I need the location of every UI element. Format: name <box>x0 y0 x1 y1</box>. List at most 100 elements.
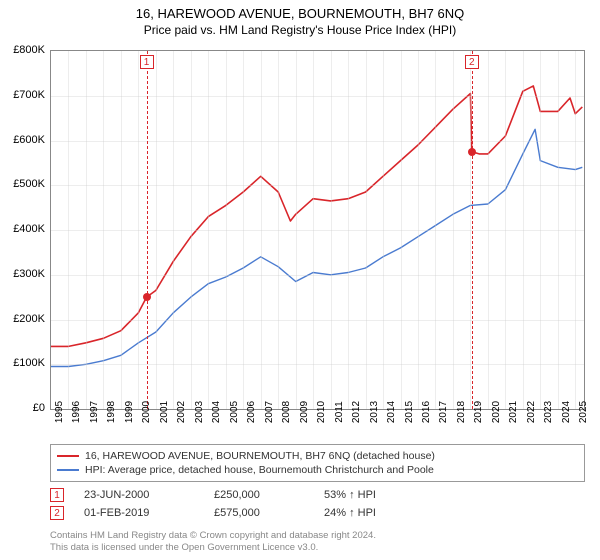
xtick-label: 2011 <box>334 401 345 423</box>
gridline-v <box>138 51 139 409</box>
gridline-v <box>575 51 576 409</box>
gridline-v <box>261 51 262 409</box>
gridline-v <box>418 51 419 409</box>
sales-pct: 53% ↑ HPI <box>324 489 444 501</box>
gridline-v <box>453 51 454 409</box>
gridline-v <box>86 51 87 409</box>
xtick-label: 2014 <box>386 401 397 423</box>
gridline-h <box>51 141 584 142</box>
gridline-v <box>331 51 332 409</box>
chart-area: 12 £0£100K£200K£300K£400K£500K£600K£700K… <box>50 50 585 410</box>
series-line <box>51 129 582 366</box>
xtick-label: 2000 <box>141 401 152 423</box>
xtick-label: 2020 <box>491 401 502 423</box>
gridline-v <box>401 51 402 409</box>
legend-row: HPI: Average price, detached house, Bour… <box>57 463 578 477</box>
gridline-v <box>488 51 489 409</box>
gridline-v <box>208 51 209 409</box>
gridline-h <box>51 275 584 276</box>
xtick-label: 2004 <box>211 401 222 423</box>
sales-row: 1 23-JUN-2000 £250,000 53% ↑ HPI <box>50 486 585 504</box>
legend-row: 16, HAREWOOD AVENUE, BOURNEMOUTH, BH7 6N… <box>57 449 578 463</box>
ytick-label: £0 <box>0 402 45 414</box>
gridline-h <box>51 185 584 186</box>
gridline-v <box>366 51 367 409</box>
xtick-label: 2023 <box>543 401 554 423</box>
xtick-label: 2007 <box>264 401 275 423</box>
gridline-h <box>51 320 584 321</box>
xtick-label: 2024 <box>561 401 572 423</box>
marker-line <box>147 51 148 409</box>
gridline-v <box>243 51 244 409</box>
legend-label: HPI: Average price, detached house, Bour… <box>85 464 434 476</box>
sales-table: 1 23-JUN-2000 £250,000 53% ↑ HPI 2 01-FEB-201… <box>50 486 585 522</box>
ytick-label: £100K <box>0 357 45 369</box>
xtick-label: 2005 <box>229 401 240 423</box>
sales-price: £575,000 <box>214 507 304 519</box>
legend-swatch <box>57 469 79 471</box>
xtick-label: 1998 <box>106 401 117 423</box>
ytick-label: £300K <box>0 268 45 280</box>
sales-row: 201-FEB-2019£575,00024% ↑ HPI <box>50 504 585 522</box>
xtick-label: 2006 <box>246 401 257 423</box>
xtick-label: 2019 <box>473 401 484 423</box>
xtick-label: 2025 <box>578 401 589 423</box>
gridline-v <box>383 51 384 409</box>
gridline-v <box>121 51 122 409</box>
gridline-v <box>68 51 69 409</box>
legend-swatch <box>57 455 79 457</box>
ytick-label: £200K <box>0 313 45 325</box>
gridline-v <box>278 51 279 409</box>
xtick-label: 2008 <box>281 401 292 423</box>
sales-date: 23-JUN-2000 <box>84 489 194 501</box>
gridline-v <box>173 51 174 409</box>
marker-box: 1 <box>140 55 154 69</box>
legend-box: 16, HAREWOOD AVENUE, BOURNEMOUTH, BH7 6N… <box>50 444 585 482</box>
gridline-v <box>348 51 349 409</box>
series-line <box>51 86 582 347</box>
gridline-h <box>51 96 584 97</box>
ytick-label: £700K <box>0 89 45 101</box>
ytick-label: £600K <box>0 134 45 146</box>
gridline-h <box>51 230 584 231</box>
plot-region: 12 <box>50 50 585 410</box>
ytick-label: £400K <box>0 223 45 235</box>
footnote-line-1: Contains HM Land Registry data © Crown c… <box>50 530 376 542</box>
chart-title: 16, HAREWOOD AVENUE, BOURNEMOUTH, BH7 6N… <box>0 0 600 21</box>
ytick-label: £500K <box>0 178 45 190</box>
footnote-line-2: This data is licensed under the Open Gov… <box>50 542 376 554</box>
xtick-label: 2016 <box>421 401 432 423</box>
sales-marker: 1 <box>50 488 64 502</box>
marker-box: 2 <box>465 55 479 69</box>
gridline-v <box>191 51 192 409</box>
gridline-v <box>226 51 227 409</box>
gridline-v <box>523 51 524 409</box>
gridline-v <box>558 51 559 409</box>
xtick-label: 2013 <box>369 401 380 423</box>
marker-dot <box>143 293 151 301</box>
xtick-label: 2022 <box>526 401 537 423</box>
marker-line <box>472 51 473 409</box>
sales-marker: 2 <box>50 506 64 520</box>
xtick-label: 2002 <box>176 401 187 423</box>
xtick-label: 2015 <box>404 401 415 423</box>
footnote: Contains HM Land Registry data © Crown c… <box>50 530 376 554</box>
xtick-label: 1997 <box>89 401 100 423</box>
gridline-v <box>505 51 506 409</box>
sales-date: 01-FEB-2019 <box>84 507 194 519</box>
marker-dot <box>468 148 476 156</box>
gridline-v <box>156 51 157 409</box>
ytick-label: £800K <box>0 44 45 56</box>
xtick-label: 2017 <box>438 401 449 423</box>
xtick-label: 2001 <box>159 401 170 423</box>
gridline-v <box>313 51 314 409</box>
gridline-v <box>435 51 436 409</box>
gridline-h <box>51 364 584 365</box>
xtick-label: 1999 <box>124 401 135 423</box>
gridline-v <box>103 51 104 409</box>
xtick-label: 2009 <box>299 401 310 423</box>
xtick-label: 1996 <box>71 401 82 423</box>
sales-price: £250,000 <box>214 489 304 501</box>
legend-label: 16, HAREWOOD AVENUE, BOURNEMOUTH, BH7 6N… <box>85 450 435 462</box>
xtick-label: 2018 <box>456 401 467 423</box>
